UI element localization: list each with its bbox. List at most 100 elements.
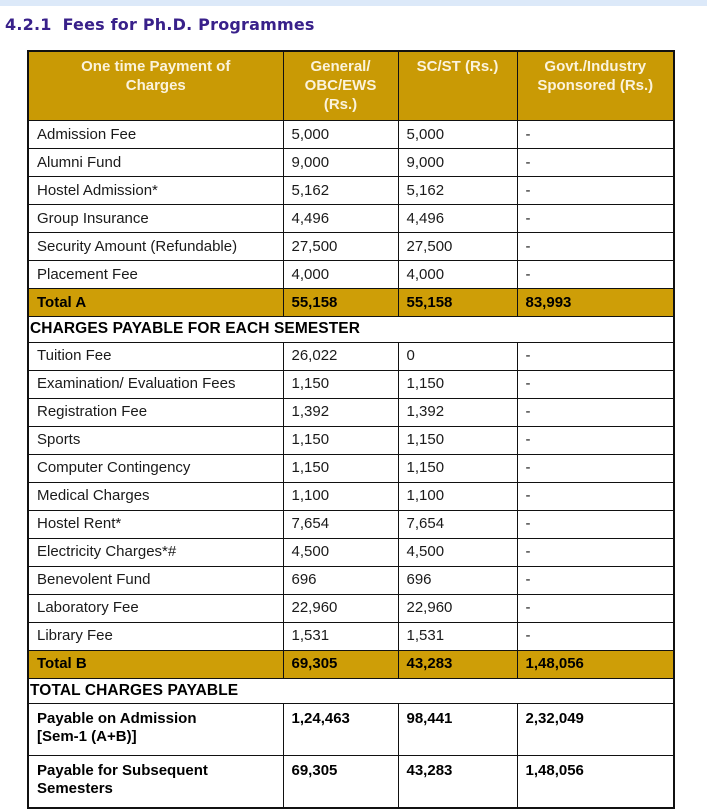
cell-value: 1,531 — [282, 621, 399, 651]
cell-value: 4,000 — [397, 260, 518, 290]
cell-value: 7,654 — [397, 509, 518, 539]
cell-value: - — [516, 565, 675, 595]
cell-value: 1,100 — [397, 481, 518, 511]
row-label: Alumni Fund — [27, 148, 284, 178]
row-label: Library Fee — [27, 621, 284, 651]
section-header-row: CHARGES PAYABLE FOR EACH SEMESTER — [27, 316, 675, 343]
row-label: Payable on Admission [Sem-1 (A+B)] — [27, 703, 284, 757]
row-label: Electricity Charges*# — [27, 537, 284, 567]
cell-value: - — [516, 341, 675, 371]
total-row: Total A 55,158 55,158 83,993 — [27, 288, 675, 318]
section-label: CHARGES PAYABLE FOR EACH SEMESTER — [27, 316, 675, 343]
row-label: Medical Charges — [27, 481, 284, 511]
payable-row: Payable on Admission [Sem-1 (A+B)] 1,24,4… — [27, 703, 675, 757]
cell-value: 22,960 — [282, 593, 399, 623]
cell-value: 5,000 — [397, 120, 518, 150]
cell-value: 55,158 — [282, 288, 399, 318]
cell-value: 55,158 — [397, 288, 518, 318]
table-row: Group Insurance 4,496 4,496- — [27, 204, 675, 234]
row-label: Sports — [27, 425, 284, 455]
cell-value: 5,162 — [282, 176, 399, 206]
cell-value: - — [516, 260, 675, 290]
column-header-general: General/ OBC/EWS (Rs.) — [282, 50, 399, 122]
table-row: Sports 1,150 1,150- — [27, 425, 675, 455]
cell-value: 83,993 — [516, 288, 675, 318]
cell-value: 1,150 — [397, 425, 518, 455]
page-title: 4.2.1 Fees for Ph.D. Programmes — [5, 15, 707, 34]
cell-value: 27,500 — [397, 232, 518, 262]
cell-value: 696 — [397, 565, 518, 595]
column-header-scst: SC/ST (Rs.) — [397, 50, 518, 122]
row-label: Computer Contingency — [27, 453, 284, 483]
cell-value: 1,531 — [397, 621, 518, 651]
row-label: Tuition Fee — [27, 341, 284, 371]
title-text: Fees for Ph.D. Programmes — [62, 15, 315, 34]
cell-value: 1,150 — [397, 369, 518, 399]
cell-value: 43,283 — [397, 755, 518, 809]
table-row: Medical Charges 1,100 1,100- — [27, 481, 675, 511]
cell-value: 4,500 — [282, 537, 399, 567]
cell-value: - — [516, 176, 675, 206]
cell-value: 22,960 — [397, 593, 518, 623]
cell-value: - — [516, 232, 675, 262]
cell-value: 1,100 — [282, 481, 399, 511]
cell-value: 2,32,049 — [516, 703, 675, 757]
table-header-row: One time Payment of Charges General/ OBC… — [27, 50, 675, 122]
column-header-sponsored: Govt./Industry Sponsored (Rs.) — [516, 50, 675, 122]
table-row: Computer Contingency 1,150 1,150- — [27, 453, 675, 483]
row-label: Group Insurance — [27, 204, 284, 234]
cell-value: 5,162 — [397, 176, 518, 206]
row-label: Total A — [27, 288, 284, 318]
table-row: Electricity Charges*# 4,500 4,500- — [27, 537, 675, 567]
cell-value: 69,305 — [282, 755, 399, 809]
total-row: Total B 69,305 43,283 1,48,056 — [27, 649, 675, 679]
table-row: Laboratory Fee 22,960 22,960- — [27, 593, 675, 623]
table-row: Tuition Fee 26,022 0- — [27, 341, 675, 371]
cell-value: 26,022 — [282, 341, 399, 371]
table-row: Examination/ Evaluation Fees 1,150 1,150- — [27, 369, 675, 399]
cell-value: 0 — [397, 341, 518, 371]
table-row: Hostel Admission* 5,162 5,162- — [27, 176, 675, 206]
cell-value: 7,654 — [282, 509, 399, 539]
cell-value: - — [516, 621, 675, 651]
row-label: Placement Fee — [27, 260, 284, 290]
cell-value: - — [516, 425, 675, 455]
cell-value: 4,496 — [282, 204, 399, 234]
cell-value: 4,500 — [397, 537, 518, 567]
cell-value: 1,392 — [282, 397, 399, 427]
cell-value: - — [516, 593, 675, 623]
table-row: Library Fee 1,531 1,531- — [27, 621, 675, 651]
cell-value: - — [516, 148, 675, 178]
cell-value: 4,496 — [397, 204, 518, 234]
table-row: Alumni Fund 9,000 9,000- — [27, 148, 675, 178]
cell-value: 696 — [282, 565, 399, 595]
top-strip — [0, 0, 707, 6]
cell-value: - — [516, 481, 675, 511]
cell-value: - — [516, 204, 675, 234]
table-row: Hostel Rent* 7,654 7,654- — [27, 509, 675, 539]
row-label: Examination/ Evaluation Fees — [27, 369, 284, 399]
cell-value: 1,150 — [282, 453, 399, 483]
row-label: Registration Fee — [27, 397, 284, 427]
row-label: Laboratory Fee — [27, 593, 284, 623]
cell-value: 1,150 — [282, 425, 399, 455]
cell-value: 27,500 — [282, 232, 399, 262]
table-row: Security Amount (Refundable) 27,500 27,500… — [27, 232, 675, 262]
table-row: Registration Fee 1,392 1,392- — [27, 397, 675, 427]
cell-value: 98,441 — [397, 703, 518, 757]
fees-table: One time Payment of Charges General/ OBC… — [27, 50, 675, 809]
cell-value: 43,283 — [397, 649, 518, 679]
cell-value: - — [516, 537, 675, 567]
cell-value: - — [516, 397, 675, 427]
cell-value: 4,000 — [282, 260, 399, 290]
payable-row: Payable for Subsequent Semesters 69,305 43… — [27, 755, 675, 809]
cell-value: 9,000 — [282, 148, 399, 178]
section-header-row: TOTAL CHARGES PAYABLE — [27, 677, 675, 705]
row-label: Security Amount (Refundable) — [27, 232, 284, 262]
column-header-charges: One time Payment of Charges — [27, 50, 284, 122]
table-row: Admission Fee 5,000 5,000- — [27, 120, 675, 150]
cell-value: 1,392 — [397, 397, 518, 427]
section-number: 4.2.1 — [5, 15, 52, 34]
cell-value: 1,24,463 — [282, 703, 399, 757]
cell-value: - — [516, 453, 675, 483]
